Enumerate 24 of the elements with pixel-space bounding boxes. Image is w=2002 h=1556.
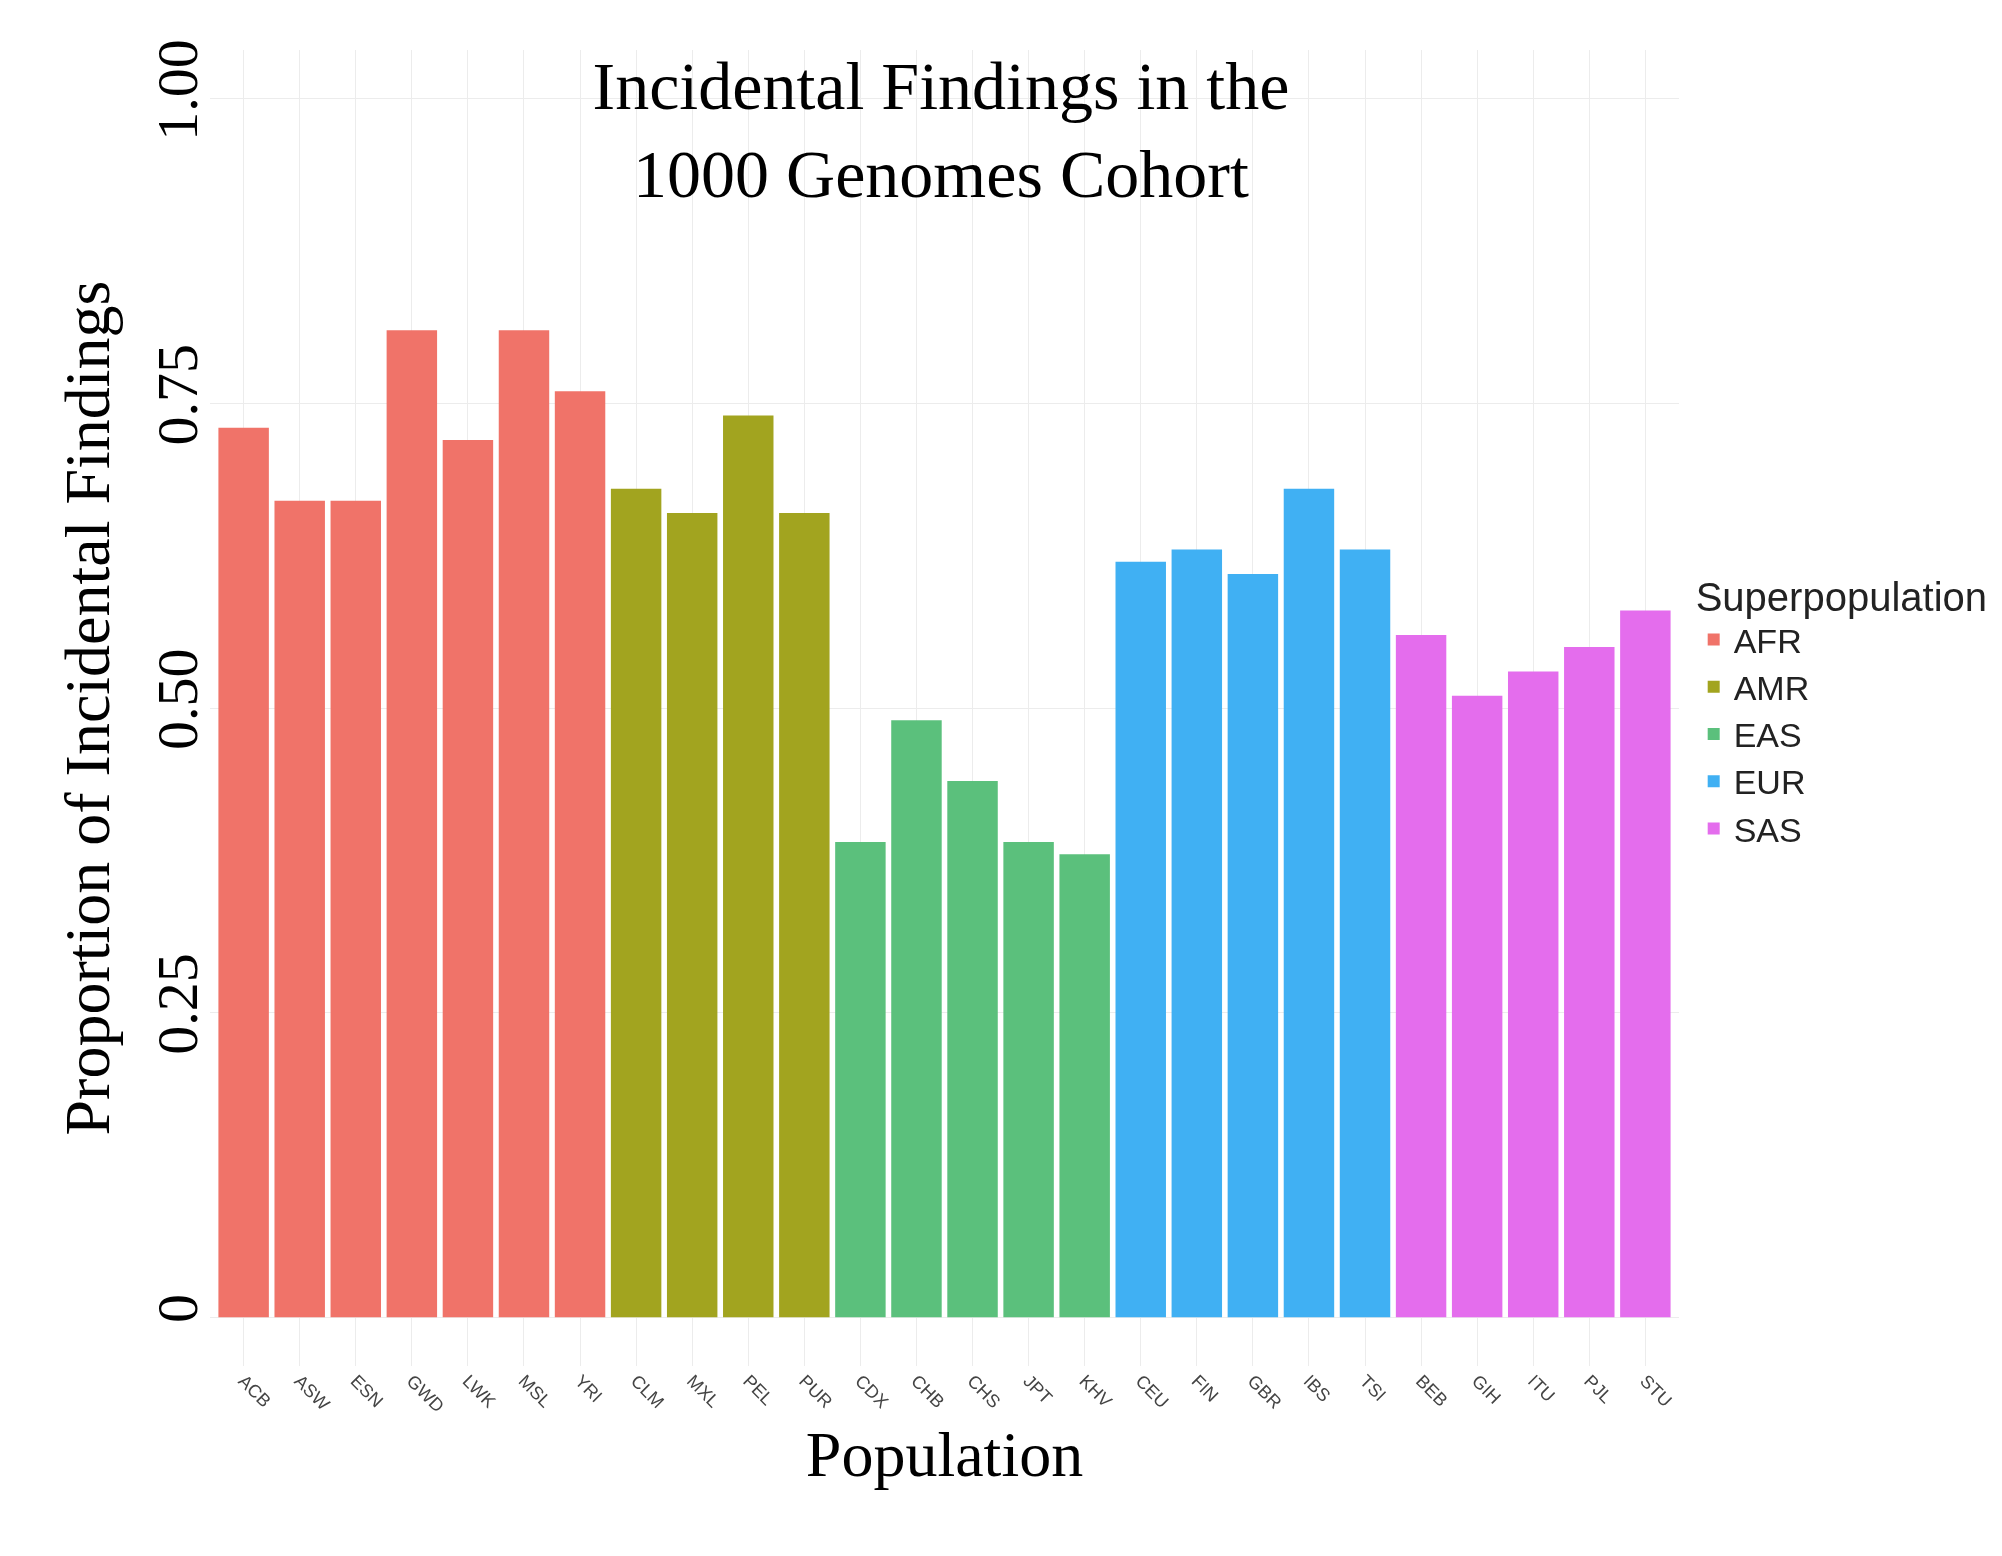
y-tick-label: 0.75 [145,343,211,446]
legend-label: EUR [1733,763,1806,802]
y-tick-label: 0.25 [145,953,211,1055]
legend-label: AMR [1733,669,1810,708]
x-tick-label: ITU [1524,1371,1559,1406]
legend-label: AFR [1733,621,1802,660]
y-tick-label: 0 [145,1294,211,1324]
legend-title: Superpopulation [1695,575,1988,619]
x-tick-label: ACB [234,1371,275,1412]
legend-label: SAS [1733,810,1802,849]
x-tick-label: YRI [570,1371,607,1407]
x-tick-label: KHV [1075,1371,1116,1412]
text: Incidental Findings in the 1000 Genomes Cohort [592,47,1290,213]
legend-label: EAS [1733,716,1802,755]
x-tick-label: TSI [1355,1371,1390,1405]
x-tick-label: GIH [1467,1371,1505,1408]
y-tick-label: 0.50 [145,648,211,751]
y-axis-title: Proportion of Incidental Findings [51,280,123,1136]
x-tick-label: JPT [1019,1371,1057,1408]
y-tick-label: 1.00 [145,39,211,141]
x-tick-label: FIN [1187,1371,1223,1406]
x-tick-label: IBS [1299,1371,1335,1406]
x-tick-label: PJL [1580,1371,1617,1408]
x-axis-title: Population [805,1418,1084,1490]
